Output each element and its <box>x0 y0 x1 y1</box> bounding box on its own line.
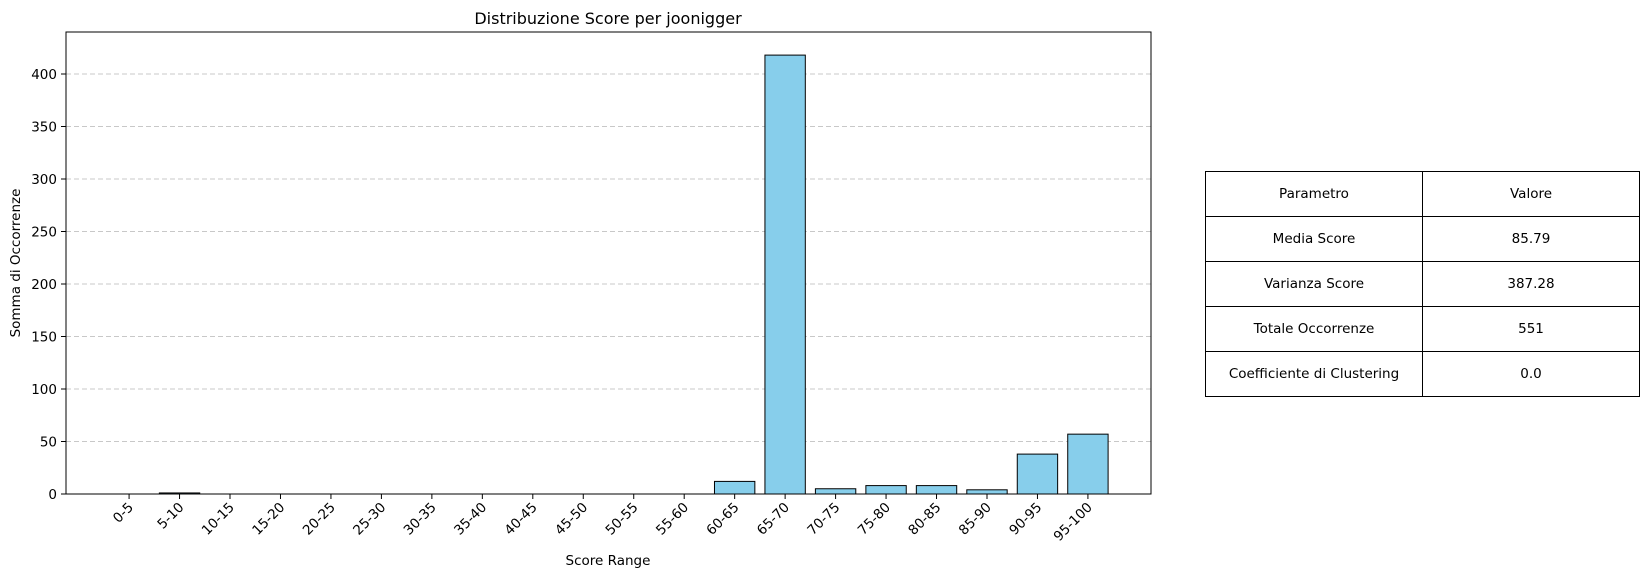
y-tick-label: 50 <box>40 435 57 451</box>
header-value: Valore <box>1422 171 1640 217</box>
x-tick-label: 45-50 <box>552 500 591 539</box>
x-tick-label: 70-75 <box>804 500 843 539</box>
bars <box>158 54 1109 495</box>
x-tick-label: 10-15 <box>199 500 238 539</box>
y-tick-label: 150 <box>31 330 57 346</box>
table-row: Totale Occorrenze 551 <box>1205 306 1640 352</box>
x-tick-label: 25-30 <box>350 500 389 539</box>
bar <box>966 489 1008 495</box>
parameter-value: 0.0 <box>1422 351 1640 397</box>
parameter-value: 85.79 <box>1422 216 1640 262</box>
x-tick-label: 75-80 <box>855 500 894 539</box>
table-row: Coefficiente di Clustering 0.0 <box>1205 351 1640 397</box>
y-axis-label: Somma di Occorrenze <box>8 189 24 338</box>
y-tick-label: 350 <box>31 120 57 136</box>
y-tick-label: 200 <box>31 277 57 293</box>
x-tick-label: 35-40 <box>451 500 490 539</box>
table-row: Media Score 85.79 <box>1205 216 1640 262</box>
parameter-value: 387.28 <box>1422 261 1640 307</box>
x-axis-label: Score Range <box>566 553 651 569</box>
parameter-name: Varianza Score <box>1205 261 1423 307</box>
bar <box>865 485 907 495</box>
x-tick-label: 15-20 <box>249 500 288 539</box>
bar <box>1067 433 1109 495</box>
grid-lines <box>66 73 1151 442</box>
x-tick-label: 65-70 <box>754 500 793 539</box>
y-tick-label: 300 <box>31 172 57 188</box>
y-tick-label: 100 <box>31 382 57 398</box>
x-tick-label: 40-45 <box>502 500 541 539</box>
bar <box>713 480 756 495</box>
x-tick-label: 80-85 <box>905 500 944 539</box>
table-row: Varianza Score 387.28 <box>1205 261 1640 307</box>
y-tick-label: 250 <box>31 225 57 241</box>
x-tick-label: 55-60 <box>653 500 692 539</box>
bar <box>1016 453 1059 495</box>
y-tick-label: 400 <box>31 67 57 83</box>
parameter-name: Totale Occorrenze <box>1205 306 1423 352</box>
x-tick-label: 5-10 <box>154 500 187 533</box>
x-tick-label: 85-90 <box>956 500 995 539</box>
parameter-table-container: Parametro Valore Media Score 85.79 Varia… <box>1205 171 1640 397</box>
parameter-name: Coefficiente di Clustering <box>1205 351 1423 397</box>
parameter-value: 551 <box>1422 306 1640 352</box>
bar <box>764 54 806 495</box>
axes: 0 50 100 150 200 250 300 350 400 0-5 5-10 10-15 15-2… <box>31 31 1152 545</box>
x-tick-label: 20-25 <box>300 500 339 539</box>
x-tick-label: 0-5 <box>110 500 137 527</box>
bar <box>915 485 958 495</box>
x-tick-label: 30-35 <box>401 500 440 539</box>
header-parameter: Parametro <box>1205 171 1423 217</box>
table-header-row: Parametro Valore <box>1205 171 1640 217</box>
parameter-name: Media Score <box>1205 216 1423 262</box>
parameter-table: Parametro Valore Media Score 85.79 Varia… <box>1205 171 1640 397</box>
y-tick-label: 0 <box>48 487 57 503</box>
x-tick-label: 60-65 <box>703 500 742 539</box>
x-tick-label: 90-95 <box>1006 500 1045 539</box>
bar <box>814 488 857 495</box>
x-tick-label: 95-100 <box>1051 500 1096 545</box>
x-tick-label: 50-55 <box>603 500 642 539</box>
chart-title: Distribuzione Score per joonigger <box>474 9 742 28</box>
plot-frame <box>65 31 1152 495</box>
